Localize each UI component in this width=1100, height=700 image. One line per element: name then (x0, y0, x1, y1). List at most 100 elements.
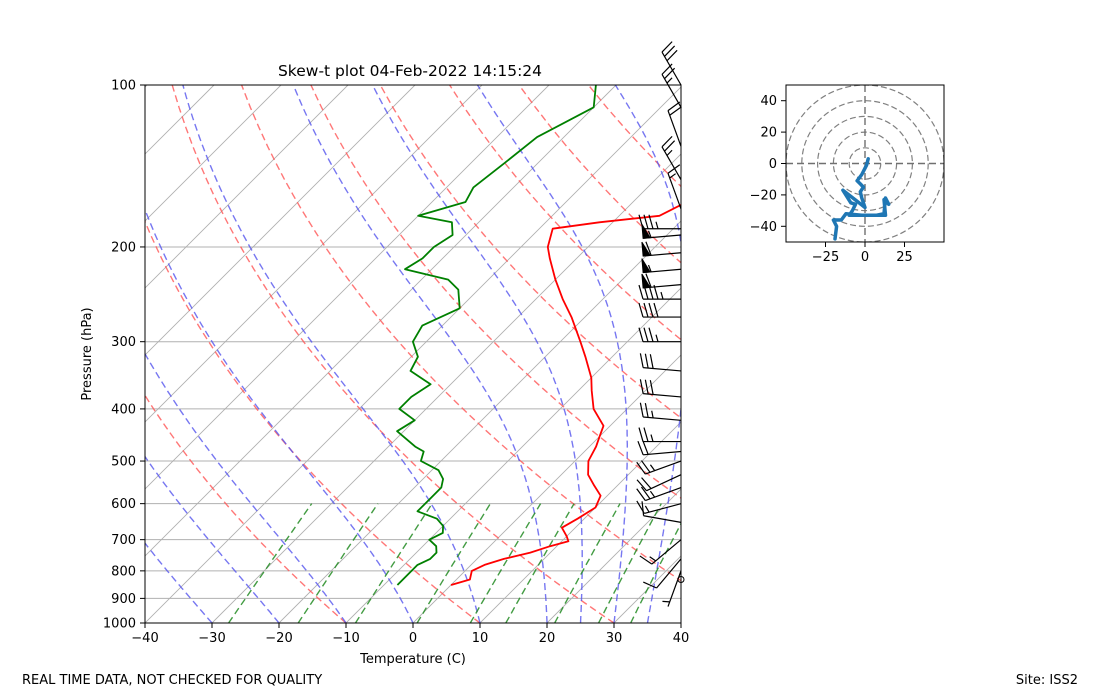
temperature-trace (450, 203, 681, 586)
wind-barb (661, 41, 682, 86)
sounding-series (396, 85, 681, 586)
isotherm-line (613, 555, 681, 623)
isotherm-line (145, 85, 349, 289)
dry-adiabat-line (379, 85, 681, 419)
x-tick-label: −20 (265, 631, 292, 646)
moist-adiabat-line (182, 85, 481, 623)
x-tick-label: −30 (198, 631, 225, 646)
hodograph-y-tick-label: −40 (750, 220, 777, 235)
site-label: Site: ISS2 (1015, 673, 1078, 688)
x-tick-label: 40 (673, 631, 690, 646)
dry-adiabat-line (240, 85, 681, 582)
wind-barb (639, 402, 682, 421)
hodograph-rings (786, 85, 944, 242)
y-tick-label: 200 (111, 240, 136, 255)
x-axis-label: Temperature (C) (359, 652, 466, 667)
chart-title: Skew-t plot 04-Feb-2022 14:15:24 (278, 62, 542, 80)
axis-ticks: −40 −30 −20 −10 0 10 20 30 40 100 200 300 400 500 600 7… (103, 79, 689, 647)
dry-adiabat-line (171, 85, 615, 623)
dry-adiabat-line (145, 394, 347, 623)
mixing-ratio-line (630, 522, 681, 623)
isotherm-line (211, 153, 681, 623)
isotherm-line (145, 85, 550, 490)
wind-barb (641, 273, 682, 289)
isotherm-line (479, 421, 681, 623)
hodograph-x-tick-label: 25 (896, 250, 913, 265)
mixing-ratio-line (228, 503, 313, 623)
wind-barb (638, 327, 681, 343)
hodograph-y-tick-label: 20 (760, 126, 777, 141)
hodograph-y-tick-label: 0 (769, 157, 777, 172)
isotherm-line (680, 622, 681, 623)
wind-barb (639, 379, 682, 398)
wind-barb (661, 135, 682, 181)
hodograph-y-tick-label: 40 (760, 94, 777, 109)
wind-barb (641, 501, 682, 523)
hodograph-ticks: −25 0 25 −40 −20 0 20 40 (750, 94, 913, 265)
mixing-ratio-line (297, 503, 379, 623)
x-tick-label: 20 (539, 631, 556, 646)
hodograph-trace (831, 157, 891, 241)
wind-barb (667, 101, 682, 147)
isotherm-line (145, 85, 483, 423)
moist-adiabat-line (145, 542, 213, 623)
wind-barb (636, 474, 682, 492)
mixing-ratio-line (416, 503, 491, 623)
dry-adiabat-line (587, 85, 681, 188)
hodograph-chart: −25 0 25 −40 −20 0 20 40 (750, 84, 945, 265)
wind-barb (667, 164, 682, 210)
wind-barb (638, 427, 681, 443)
wind-barb (636, 460, 682, 475)
x-tick-label: −10 (332, 631, 359, 646)
quality-disclaimer: REAL TIME DATA, NOT CHECKED FOR QUALITY (22, 673, 323, 688)
y-tick-label: 700 (111, 533, 136, 548)
isotherm-line (145, 85, 215, 155)
y-axis-label: Pressure (hPa) (80, 307, 95, 400)
hodograph-y-tick-label: −20 (750, 188, 777, 203)
mixing-ratio-line (554, 503, 621, 623)
wind-barb (639, 539, 682, 565)
skewt-chart: Skew-t plot 04-Feb-2022 14:15:24 −40 −30 −… (80, 41, 689, 667)
wind-barb (636, 486, 682, 502)
wind-barb (641, 224, 682, 239)
dry-adiabat-line (310, 85, 681, 499)
moist-adiabat-line (145, 455, 280, 623)
moist-adiabat-line (371, 85, 583, 623)
x-tick-label: 30 (606, 631, 623, 646)
y-tick-label: 600 (111, 497, 136, 512)
dry-adiabat-line (449, 85, 681, 341)
wind-barb (639, 353, 682, 372)
moist-adiabat-line (145, 352, 347, 623)
x-tick-label: −40 (131, 631, 158, 646)
wind-barb (662, 570, 682, 607)
hodograph-line (831, 157, 891, 241)
moist-adiabat-line (476, 85, 628, 623)
dry-adiabat-line (518, 85, 681, 264)
wind-barb (677, 575, 685, 583)
reference-lines (145, 85, 681, 623)
hodograph-x-tick-label: −25 (812, 250, 839, 265)
wind-barb (638, 302, 681, 318)
isotherm-line (345, 287, 681, 623)
hodograph-x-tick-label: 0 (861, 250, 869, 265)
mixing-ratio-line (469, 503, 542, 623)
mixing-ratio-line (505, 503, 575, 623)
x-tick-label: 10 (472, 631, 489, 646)
y-tick-label: 1000 (103, 617, 136, 632)
hodograph-ring (801, 100, 929, 227)
wind-barb (638, 214, 681, 230)
moist-adiabat-line (614, 85, 681, 623)
wind-barb (643, 558, 682, 589)
mixing-ratio-line (597, 503, 662, 623)
wind-barb (637, 440, 682, 456)
wind-barb (638, 284, 681, 300)
wind-barb (641, 241, 682, 257)
wind-barb (661, 63, 682, 108)
isotherm-line (145, 86, 681, 623)
x-tick-label: 0 (409, 631, 417, 646)
y-tick-label: 500 (111, 455, 136, 470)
isotherm-line (145, 85, 282, 222)
y-tick-label: 100 (111, 79, 136, 94)
isotherm-line (145, 85, 617, 557)
